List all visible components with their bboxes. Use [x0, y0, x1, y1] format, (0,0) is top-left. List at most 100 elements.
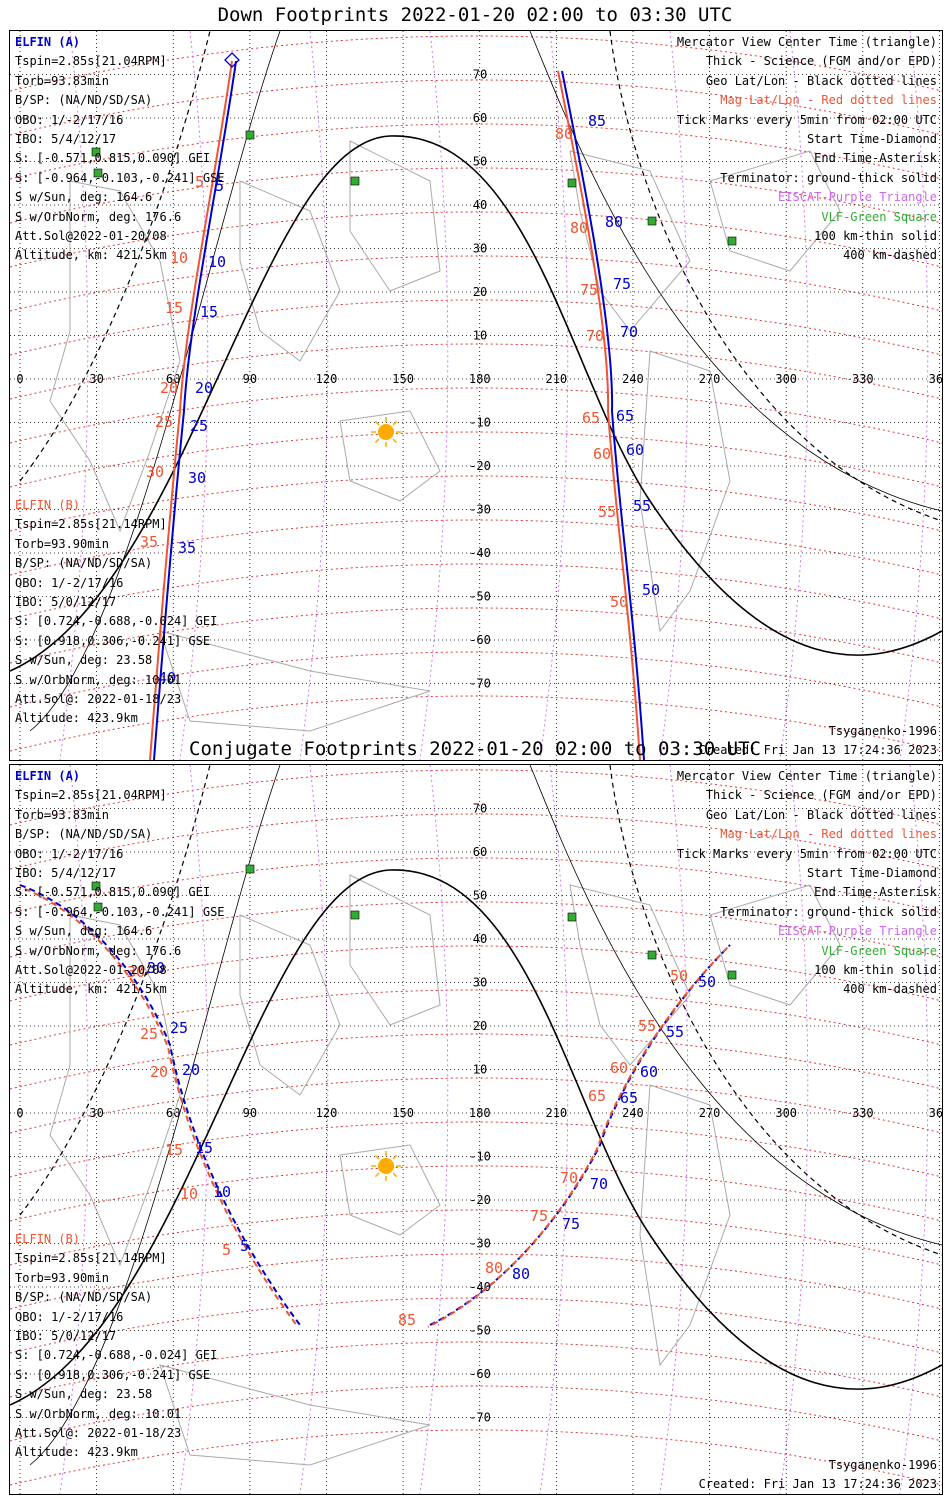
tick-label-a: 15	[195, 1139, 213, 1157]
tick-label-a: 25	[170, 1019, 188, 1037]
lon-label: 300	[775, 372, 797, 386]
map-svg: 0 30 60 90 120 150 180 210 240 270 300 330 360 70 60 50…	[10, 31, 942, 760]
elfin-b-param: S: [0.724,-0.688,-0.024] GEI	[15, 614, 218, 629]
track-elfin-a-left	[153, 60, 237, 760]
mag-lon-line	[59, 765, 89, 1494]
tick-label-b: 55	[598, 503, 616, 521]
panel-title: Conjugate Footprints 2022-01-20 02:00 to…	[189, 738, 761, 760]
elfin-a-param: B/SP: (NA/ND/SD/SA)	[15, 93, 153, 108]
elfin-b-param: Torb=93.90min	[15, 536, 109, 551]
mag-lon-line	[179, 765, 209, 1494]
elfin-a-info: ELFIN (A) Tspin=2.85s[21.04RPM] Torb=93.83…	[15, 33, 225, 266]
elfin-a-name: ELFIN (A)	[15, 769, 81, 783]
tick-label-a: 30	[147, 959, 165, 977]
elfin-a-param: IBO: 5/4/12/17	[15, 866, 117, 881]
coastline-outline	[159, 1364, 431, 1466]
start-diamond	[224, 52, 240, 68]
sun-disc	[378, 1158, 394, 1174]
lat-label: 30	[473, 976, 487, 990]
mag-lat-line	[10, 857, 942, 914]
vlf-square	[567, 912, 577, 922]
lon-label: 210	[545, 1106, 567, 1120]
lon-label: 150	[392, 372, 414, 386]
mag-lon-line	[659, 31, 689, 760]
vlf-square	[350, 176, 360, 186]
legend-item: VLF-Green Square	[821, 943, 937, 958]
lon-label: 180	[469, 372, 491, 386]
vlf-square	[245, 864, 255, 874]
model-label: Tsyganenko-1996	[828, 1458, 937, 1472]
legend-item: EISCAT-Purple Triangle	[778, 190, 937, 205]
lon-label: 360	[929, 372, 942, 386]
terminator-line	[10, 135, 942, 672]
elfin-a-param: S: [-0.964,-0.103,-0.241] GSE	[15, 904, 225, 919]
elfin-b-altitude: Altitude: 423.9km	[15, 1445, 138, 1460]
mag-lat-line	[10, 695, 942, 752]
tick-label-b: 80	[485, 1259, 503, 1277]
lon-label: 180	[469, 1106, 491, 1120]
sun-ray	[374, 420, 380, 426]
mag-grid	[10, 31, 942, 760]
tick-label-b: 75	[580, 281, 598, 299]
elfin-b-param: S w/OrbNorm, deg: 10.01	[15, 672, 182, 687]
mag-lat-line	[10, 343, 942, 400]
created-label: Created: Fri Jan 13 17:24:36 2023	[698, 743, 937, 757]
lat-label: -60	[469, 633, 491, 647]
mag-lon-line	[299, 765, 329, 1494]
elfin-b-param: S: [0.918,0.306,-0.241] GSE	[15, 633, 211, 648]
mag-lat-line	[10, 769, 942, 826]
lat-label: 20	[473, 1019, 487, 1033]
elfin-a-param: S w/Sun, deg: 164.6	[15, 924, 153, 939]
vlf-square	[350, 910, 360, 920]
coastline-outline	[239, 914, 341, 1096]
mag-lat-line	[10, 1429, 942, 1486]
lat-label: -20	[469, 1193, 491, 1207]
tick-label-a: 15	[200, 303, 218, 321]
track-elfin-b-left	[149, 60, 233, 760]
elfin-b-param: S: [0.918,0.306,-0.241] GSE	[15, 1367, 211, 1382]
legend-item: 100 km-thin solid	[814, 963, 937, 978]
lat-label: 70	[473, 68, 487, 82]
lat-label: -70	[469, 677, 491, 691]
elfin-b-param: IBO: 5/0/12/17	[15, 1329, 117, 1344]
vlf-square	[91, 881, 101, 891]
elfin-b-param: Torb=93.90min	[15, 1270, 109, 1285]
lat-label: -50	[469, 590, 491, 604]
lat-label: 40	[473, 198, 487, 212]
sun-disc	[378, 424, 394, 440]
elfin-b-info: ELFIN (B) Tspin=2.85s[21.14RPM] Torb=93.90…	[15, 1230, 217, 1463]
elfin-b-param: Tspin=2.85s[21.14RPM]	[15, 517, 167, 532]
tick-label-a: 65	[620, 1089, 638, 1107]
tick-label-b: 15	[165, 1141, 183, 1159]
footprint-tracks	[19, 884, 731, 1328]
lon-label: 60	[166, 372, 180, 386]
elfin-a-param: Att.Sol@2022-01-20/08	[15, 963, 167, 978]
sun-ray	[392, 1154, 398, 1160]
sun-ray	[374, 1172, 380, 1178]
tick-label-b: 20	[150, 1063, 168, 1081]
lat-label: -30	[469, 503, 491, 517]
legend-item: Start Time-Diamond	[806, 866, 937, 881]
lat-label: -40	[469, 1280, 491, 1294]
elfin-a-param: OBO: 1/-2/17/16	[15, 112, 124, 127]
coastlines	[49, 874, 841, 1466]
lat-label: -50	[469, 1324, 491, 1338]
elfin-a-param: OBO: 1/-2/17/16	[15, 846, 124, 861]
lon-label: 0	[16, 1106, 23, 1120]
vlf-square	[93, 902, 103, 912]
tick-label-a: 5	[240, 1237, 249, 1255]
coastline-outline	[709, 150, 841, 272]
tick-label-a: 35	[178, 539, 196, 557]
lat-label: -10	[469, 1150, 491, 1164]
legend-item: Terminator: ground-thick solid	[720, 904, 937, 919]
elfin-a-param: Altitude, km: 421.5km	[15, 982, 167, 997]
elfin-b-param: S w/Sun, deg: 23.58	[15, 653, 153, 668]
mag-lat-line	[10, 255, 942, 312]
legend-item: 400 km-dashed	[843, 248, 937, 263]
legend-item: Mag Lat/Lon - Red dotted lines	[720, 93, 937, 108]
mag-lon-line	[179, 31, 209, 760]
lon-label: 0	[16, 372, 23, 386]
tick-label-a: 80	[512, 1265, 530, 1283]
mag-lat-line	[10, 813, 942, 870]
altitude-100km-line	[529, 31, 942, 512]
